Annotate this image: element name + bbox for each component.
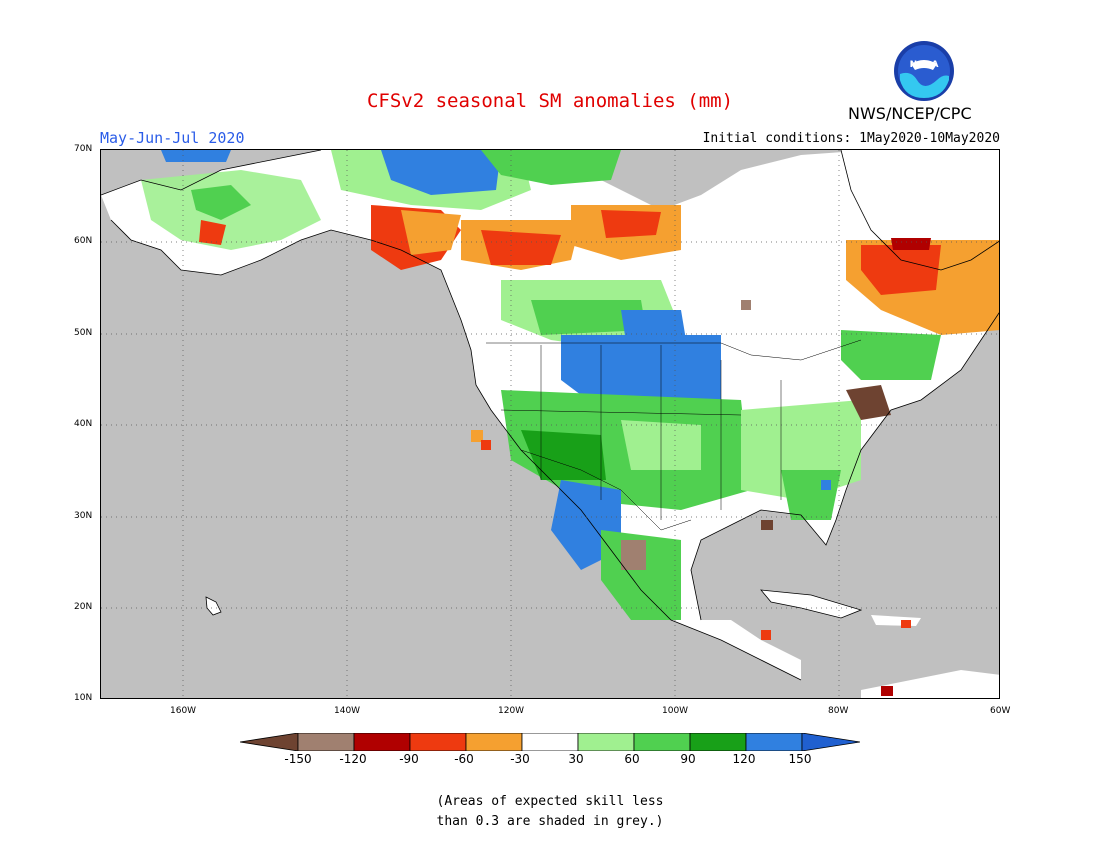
noaa-logo: NOAA (894, 41, 954, 101)
lon-label-120w: 120W (498, 706, 525, 716)
political-boundaries (486, 339, 862, 531)
colorbar-cell (689, 733, 747, 751)
season-label: May-Jun-Jul 2020 (100, 129, 245, 147)
skill-note-line1: (Areas of expected skill less (436, 794, 664, 809)
colorbar-label: 120 (732, 752, 756, 766)
lat-label-30n: 30N (74, 511, 93, 521)
colorbar-cell (745, 733, 803, 751)
skill-note-line2: than 0.3 are shaded in grey.) (436, 814, 664, 829)
colorbar-label: -60 (454, 752, 474, 766)
colorbar-label: -30 (510, 752, 530, 766)
colorbar-cell (353, 733, 411, 751)
colorbar-arrow-high (801, 733, 860, 751)
colorbar-cell (577, 733, 635, 751)
colorbar-label: 30 (568, 752, 584, 766)
coastlines (101, 150, 999, 681)
lat-label-20n: 20N (74, 602, 93, 612)
lon-label-140w: 140W (334, 706, 361, 716)
org-label: NWS/NCEP/CPC (848, 104, 972, 123)
logo-text: NOAA (910, 60, 939, 70)
lat-label-70n: 70N (74, 144, 93, 154)
map-title: CFSv2 seasonal SM anomalies (mm) (366, 90, 734, 112)
lat-label-60n: 60N (74, 236, 93, 246)
colorbar-cell (465, 733, 523, 751)
lon-label-80w: 80W (828, 706, 849, 716)
colorbar-label: -150 (284, 752, 312, 766)
colorbar-cell (297, 733, 355, 751)
anomaly-map (100, 149, 1000, 699)
gridlines (101, 150, 999, 698)
lon-label-160w: 160W (170, 706, 197, 716)
lon-label-60w: 60W (990, 706, 1011, 716)
skill-note: (Areas of expected skill less than 0.3 a… (0, 792, 1100, 832)
colorbar-label: 60 (624, 752, 640, 766)
lon-label-100w: 100W (662, 706, 689, 716)
colorbar-label: -90 (399, 752, 419, 766)
colorbar-label: 150 (788, 752, 812, 766)
colorbar-arrow-low (240, 733, 299, 751)
colorbar-cell (521, 733, 579, 751)
colorbar-label: -120 (339, 752, 367, 766)
colorbar-cell (633, 733, 691, 751)
lat-label-10n: 10N (74, 693, 93, 703)
colorbar-cell (409, 733, 467, 751)
initial-conditions-label: Initial conditions: 1May2020-10May2020 (702, 131, 1000, 146)
colorbar-label: 90 (680, 752, 696, 766)
lat-label-40n: 40N (74, 419, 93, 429)
lat-label-50n: 50N (74, 328, 93, 338)
colorbar (240, 733, 860, 751)
map-canvas (101, 150, 999, 698)
